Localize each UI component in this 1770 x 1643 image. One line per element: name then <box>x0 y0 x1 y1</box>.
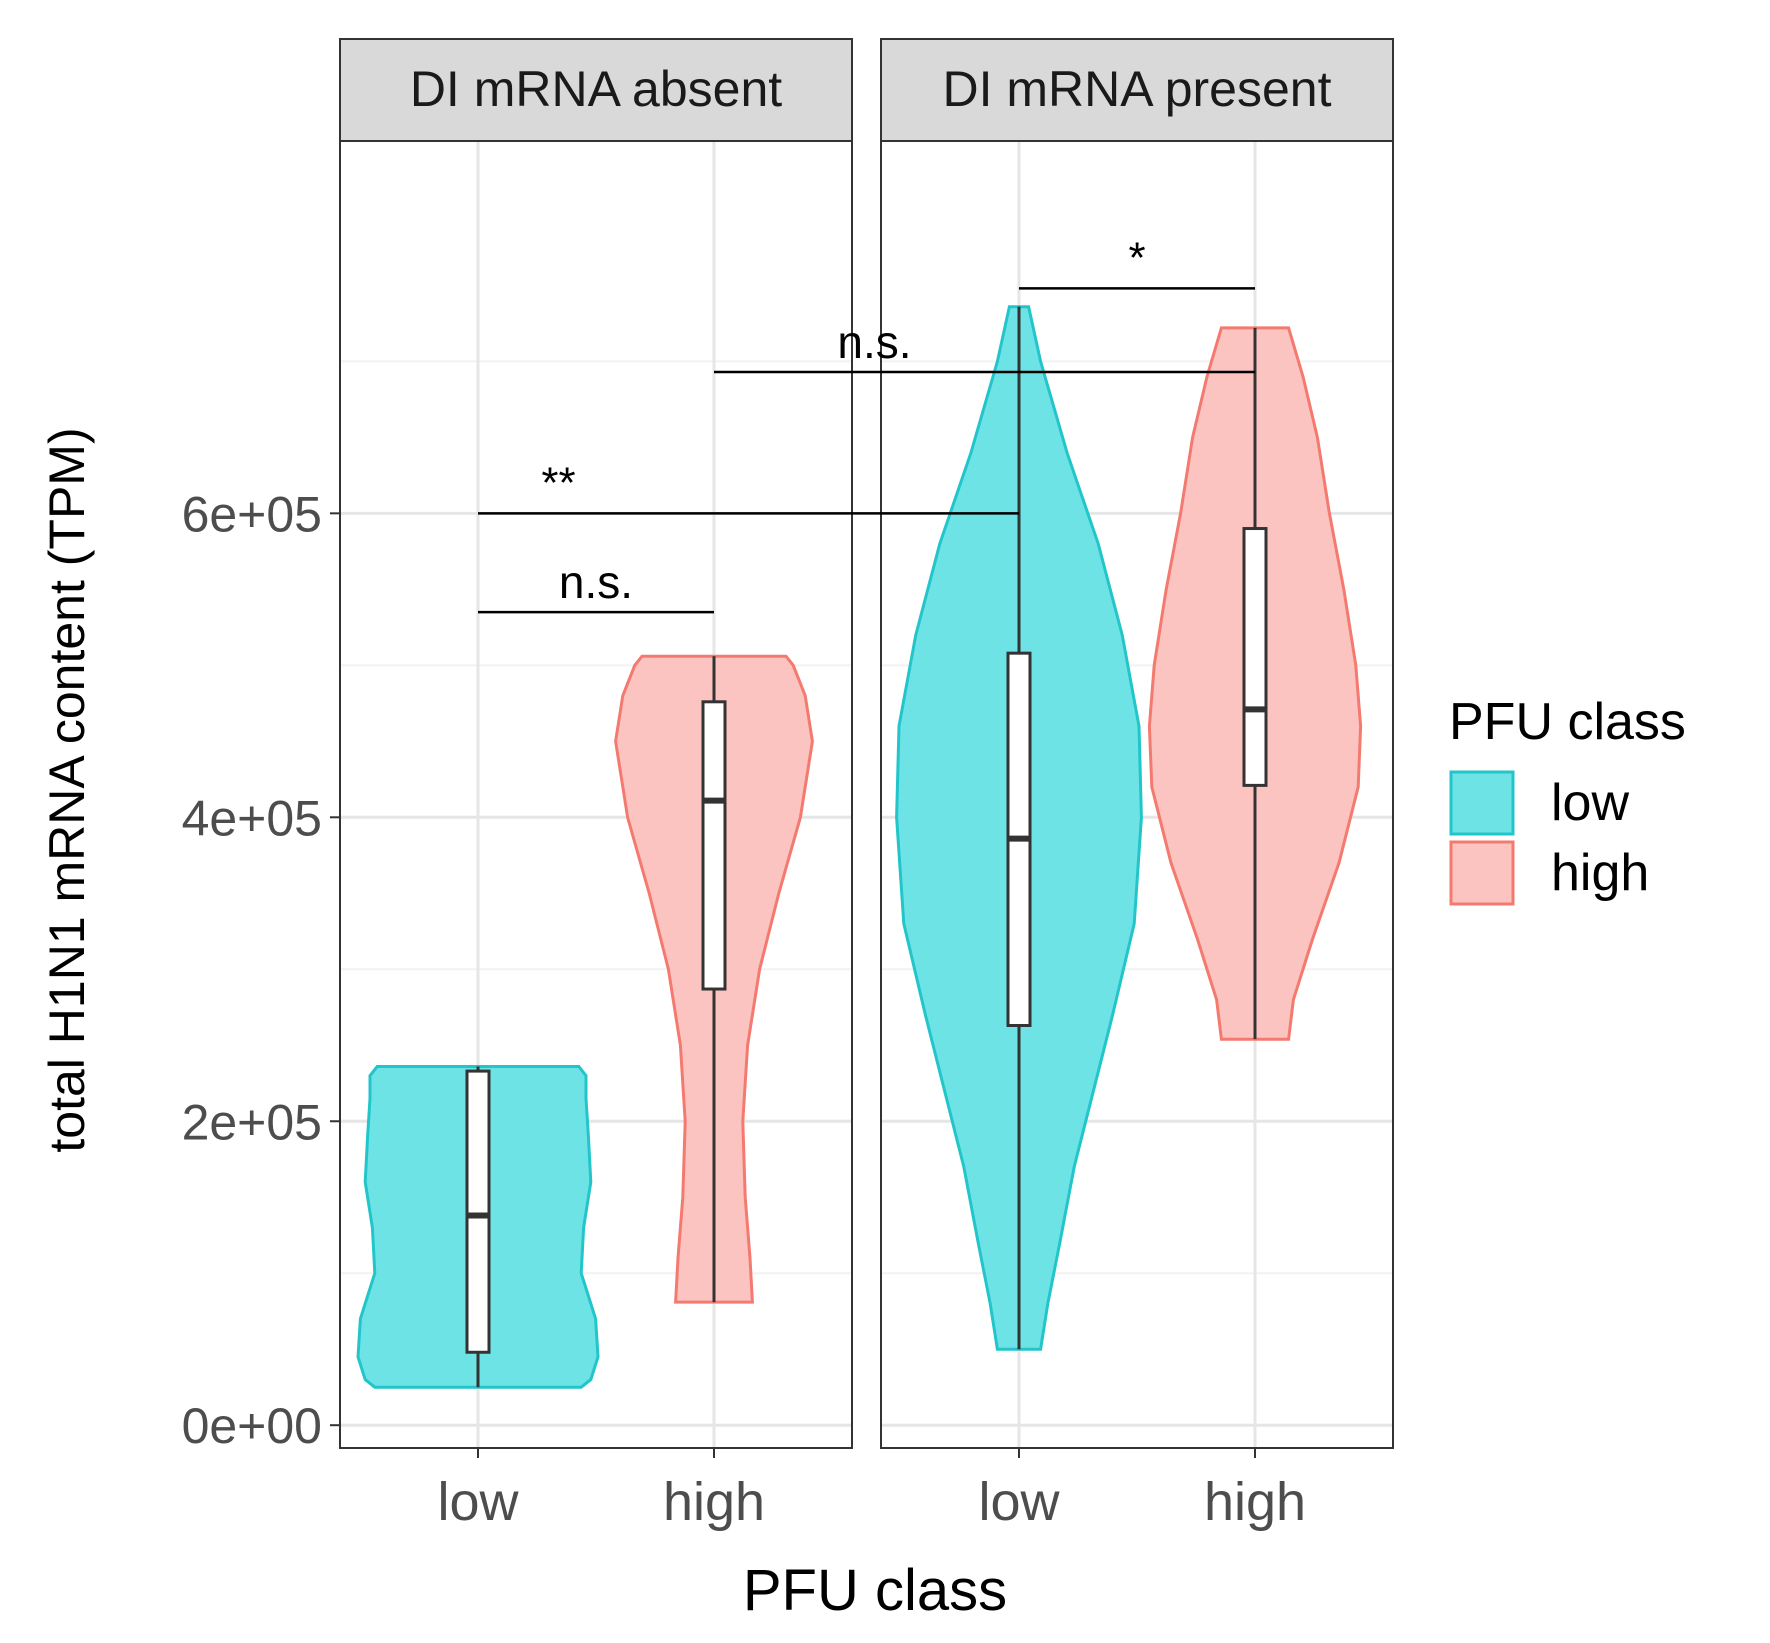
facet-panel-2: DI mRNA present <box>880 38 1394 1449</box>
panel-border <box>880 140 1394 1449</box>
legend-label-high: high <box>1551 844 1649 902</box>
y-tick-label: 2e+05 <box>182 1094 322 1150</box>
y-axis-title: total H1N1 mRNA content (TPM) <box>39 427 95 1152</box>
significance-label: * <box>1128 233 1145 282</box>
facet-panel-1: DI mRNA absent <box>339 38 853 1449</box>
significance-label: n.s. <box>559 556 633 608</box>
significance-annotations: n.s. ** n.s. * <box>478 233 1255 614</box>
y-axis: 0e+00 2e+05 4e+05 6e+05 <box>182 486 340 1454</box>
box-iqr <box>701 700 727 991</box>
significance-label: n.s. <box>837 316 911 368</box>
panel-border <box>339 140 853 1449</box>
x-tick-label: low <box>978 1472 1060 1532</box>
significance-label: ** <box>541 458 575 507</box>
legend-key-low <box>1449 770 1515 836</box>
violin-group-low <box>356 1065 600 1389</box>
x-tick-label: low <box>437 1472 519 1532</box>
x-axis: low high low high <box>437 1448 1306 1532</box>
y-tick-label: 4e+05 <box>182 790 322 846</box>
x-tick-label: high <box>663 1472 765 1532</box>
x-axis-title: PFU class <box>743 1558 1007 1623</box>
legend: PFU class low high <box>1449 693 1686 906</box>
legend-key-high <box>1449 840 1515 906</box>
box-iqr <box>465 1069 491 1354</box>
facet-strip <box>339 38 853 142</box>
legend-label-low: low <box>1551 774 1629 832</box>
box-iqr <box>1242 527 1268 787</box>
legend-title: PFU class <box>1449 693 1686 751</box>
facet-strip <box>880 38 1394 142</box>
violin-group-low <box>895 305 1143 1351</box>
violin-group-high <box>614 654 814 1304</box>
facet-strip-label: DI mRNA absent <box>410 61 782 117</box>
y-tick-label: 0e+00 <box>182 1398 322 1454</box>
y-tick-label: 6e+05 <box>182 486 322 542</box>
facet-strip-label: DI mRNA present <box>942 61 1331 117</box>
x-tick-label: high <box>1204 1472 1306 1532</box>
violin-group-high <box>1147 326 1363 1041</box>
